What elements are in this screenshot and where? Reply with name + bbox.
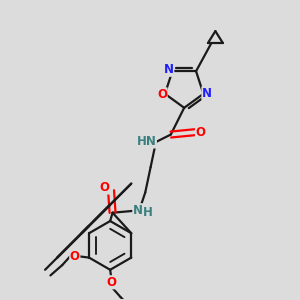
Text: N: N (133, 204, 143, 217)
Text: N: N (164, 63, 174, 76)
Text: HN: HN (136, 135, 156, 148)
Text: O: O (107, 276, 117, 289)
Text: O: O (70, 250, 80, 262)
Text: O: O (157, 88, 167, 101)
Text: O: O (100, 181, 110, 194)
Text: H: H (143, 206, 153, 219)
Text: N: N (202, 87, 212, 100)
Text: O: O (196, 126, 206, 139)
